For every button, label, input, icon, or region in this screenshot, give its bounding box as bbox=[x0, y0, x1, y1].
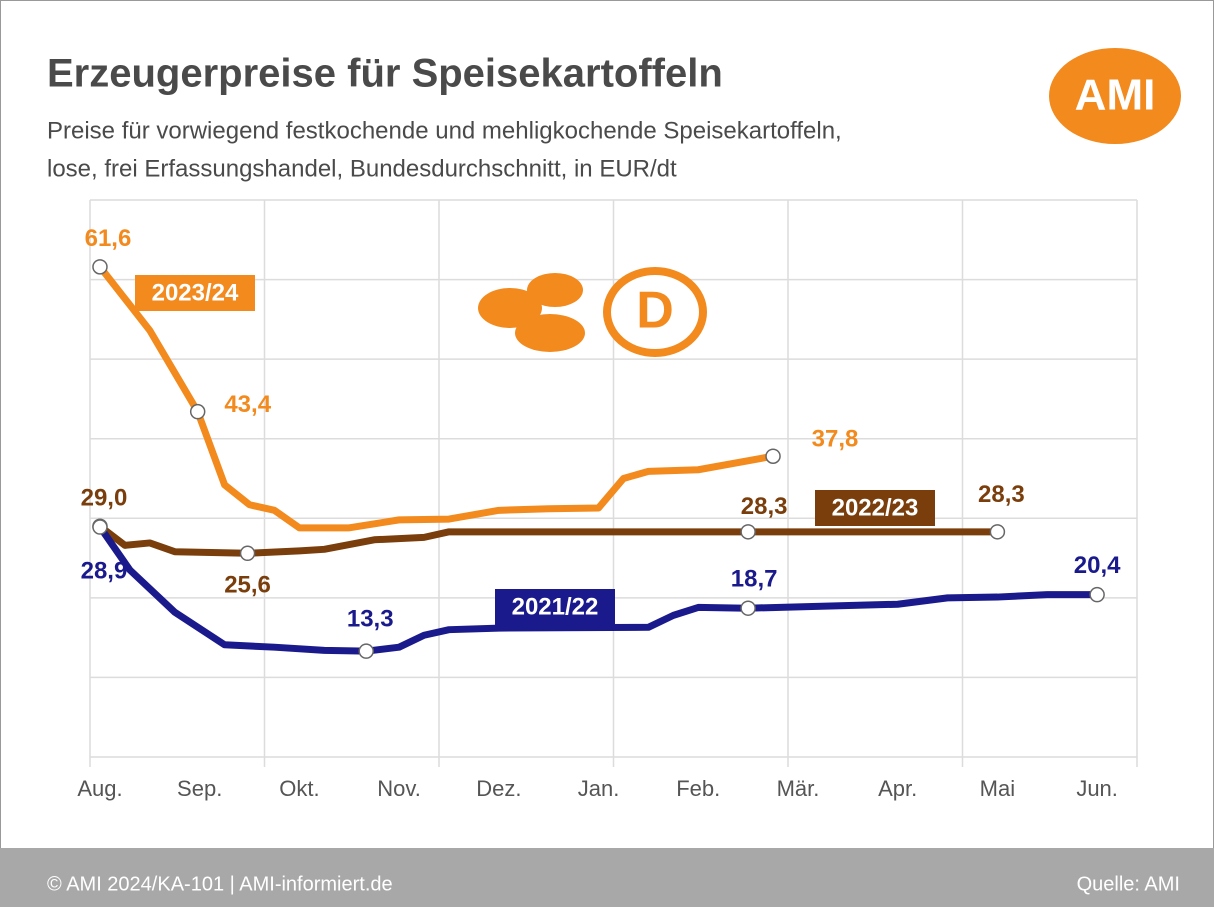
x-tick-label: Mär. bbox=[777, 776, 820, 801]
logo-badge bbox=[1049, 48, 1181, 144]
x-tick-label: Jun. bbox=[1076, 776, 1118, 801]
point-marker bbox=[1089, 586, 1105, 603]
point-marker bbox=[989, 524, 1006, 540]
data-label: 61,6 bbox=[85, 225, 132, 252]
icon: D bbox=[478, 267, 707, 357]
data-label: 20,4 bbox=[1074, 552, 1121, 579]
footer-left: © AMI 2024/KA-101 | AMI-informiert.de bbox=[47, 873, 393, 895]
footer-right: Quelle: AMI bbox=[1077, 873, 1180, 895]
subtitle: lose, frei Erfassungshandel, Bundesdurch… bbox=[47, 155, 677, 182]
chart-title: Erzeugerpreise für Speisekartoffeln bbox=[47, 52, 723, 96]
line bbox=[97, 525, 1098, 655]
series-label: 2023/24 bbox=[152, 279, 239, 306]
logo: AMI bbox=[1075, 71, 1156, 120]
x-tick-label: Sep. bbox=[177, 776, 222, 801]
data-label: 13,3 bbox=[347, 606, 394, 633]
x-tick-label: Aug. bbox=[77, 776, 122, 801]
data-label: 25,6 bbox=[224, 572, 271, 599]
data-label: 28,3 bbox=[741, 493, 788, 520]
x-tick-label: Okt. bbox=[279, 776, 319, 801]
data-label: 28,3 bbox=[978, 481, 1025, 508]
point-marker bbox=[740, 524, 756, 540]
line bbox=[97, 264, 774, 532]
subtitle: Preise für vorwiegend festkochende und m… bbox=[47, 117, 842, 144]
series-label-box bbox=[495, 589, 615, 625]
point-marker bbox=[92, 519, 108, 535]
x-tick-label: Jan. bbox=[578, 776, 620, 801]
data-label: 43,4 bbox=[224, 391, 271, 418]
point-marker bbox=[92, 259, 108, 275]
point-marker bbox=[189, 403, 206, 420]
plot-area: Aug. Sep. Okt. Nov. Dez. Jan. Feb. Mär. Apr. Mai J… bbox=[77, 199, 1138, 801]
footer-bar bbox=[0, 848, 1214, 907]
x-tick-label: Nov. bbox=[377, 776, 421, 801]
point-marker bbox=[358, 643, 374, 659]
x-tick-label: Feb. bbox=[676, 776, 720, 801]
series-label-box bbox=[815, 490, 935, 526]
line bbox=[97, 523, 998, 557]
x-tick-label: Dez. bbox=[476, 776, 521, 801]
point-marker bbox=[740, 600, 756, 616]
data-label: 28,9 bbox=[81, 557, 128, 584]
series-label: 2021/22 bbox=[512, 593, 599, 620]
x-tick-label: Mai bbox=[980, 776, 1015, 801]
series-label-box bbox=[135, 275, 255, 311]
data-label: 29,0 bbox=[81, 485, 128, 512]
data-label: 18,7 bbox=[731, 566, 778, 593]
point-marker bbox=[239, 545, 256, 562]
series-label: 2022/23 bbox=[832, 494, 919, 521]
icon-label: D bbox=[636, 282, 674, 340]
x-tick-label: Apr. bbox=[878, 776, 917, 801]
point-marker bbox=[765, 448, 781, 464]
data-label: 37,8 bbox=[812, 426, 859, 453]
